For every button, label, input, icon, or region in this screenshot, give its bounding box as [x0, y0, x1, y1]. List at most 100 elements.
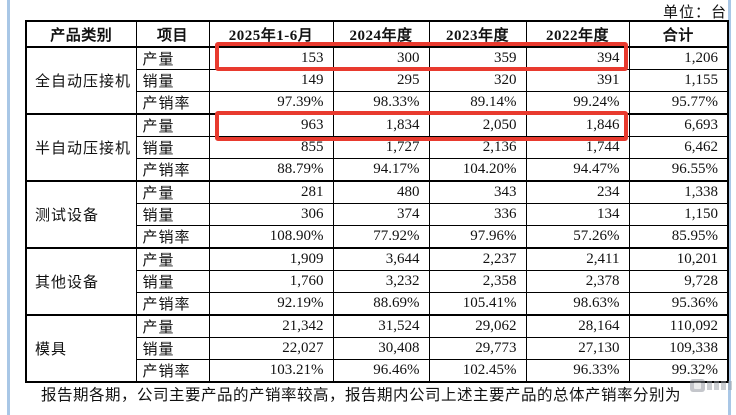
table-row: 销量 22,027 30,408 29,773 27,130 109,338	[26, 337, 729, 360]
value-cell: 391	[525, 69, 630, 92]
value-cell: 92.19%	[208, 292, 334, 316]
value-cell: 96.33%	[525, 359, 630, 383]
item-cell: 产销率	[135, 359, 210, 383]
value-cell: 1,155	[628, 69, 729, 92]
table-row: 测试设备 产量 281 480 343 234 1,338	[25, 180, 729, 249]
item-cell: 产量	[135, 46, 210, 70]
unit-label: 单位：台	[662, 5, 727, 21]
value-cell: 3,644	[332, 247, 430, 271]
column-header-0: 产品类别	[25, 20, 137, 48]
value-cell: 85.95%	[628, 225, 729, 249]
category-cell: 测试设备	[25, 180, 137, 249]
value-cell: 104.20%	[428, 158, 527, 182]
value-cell: 374	[332, 203, 430, 226]
item-cell: 产量	[135, 180, 210, 204]
value-cell: 300	[332, 46, 430, 70]
value-cell: 97.96%	[428, 225, 527, 249]
value-cell: 95.36%	[628, 292, 729, 316]
value-cell: 98.63%	[525, 292, 630, 316]
value-cell: 281	[208, 180, 334, 204]
value-cell: 855	[208, 136, 334, 159]
item-cell: 产销率	[135, 225, 210, 249]
table-row: 产销率 88.79% 94.17% 104.20% 94.47% 96.55%	[26, 158, 729, 182]
column-header-2: 2025年1-6月	[208, 20, 334, 48]
item-cell: 销量	[135, 203, 210, 226]
value-cell: 394	[525, 46, 630, 70]
watermark-glyph	[690, 378, 705, 392]
value-cell: 28,164	[525, 314, 630, 338]
value-cell: 2,237	[428, 247, 527, 271]
column-header-4: 2023年度	[428, 20, 527, 48]
item-cell: 销量	[135, 270, 210, 293]
value-cell: 343	[428, 180, 527, 204]
value-cell: 108.90%	[208, 225, 334, 249]
value-cell: 10,201	[628, 247, 729, 271]
value-cell: 31,524	[332, 314, 430, 338]
value-cell: 109,338	[628, 337, 729, 360]
table-row: 产销率 97.39% 98.33% 89.14% 99.24% 95.77%	[26, 91, 729, 115]
value-cell: 97.39%	[208, 91, 334, 115]
category-cell: 全自动压接机	[25, 46, 137, 115]
value-cell: 77.92%	[332, 225, 430, 249]
value-cell: 1,760	[208, 270, 334, 293]
item-cell: 产销率	[135, 91, 210, 115]
value-cell: 110,092	[628, 314, 729, 338]
value-cell: 29,773	[428, 337, 527, 360]
value-cell: 9,728	[628, 270, 729, 293]
value-cell: 480	[332, 180, 430, 204]
value-cell: 103.21%	[208, 359, 334, 383]
value-cell: 57.26%	[525, 225, 630, 249]
watermark-logo-icon	[690, 377, 732, 393]
value-cell: 30,408	[332, 337, 430, 360]
value-cell: 1,834	[332, 113, 430, 137]
category-cell: 半自动压接机	[25, 113, 137, 182]
column-header-3: 2024年度	[332, 20, 430, 48]
item-cell: 产量	[135, 314, 210, 338]
value-cell: 88.79%	[208, 158, 334, 182]
value-cell: 153	[208, 46, 334, 70]
footer-paragraph: 报告期各期，公司主要产品的产销率较高，报告期内公司上述主要产品的总体产销率分别为	[41, 387, 682, 404]
value-cell: 1,846	[525, 113, 630, 137]
value-cell: 134	[525, 203, 630, 226]
table-row: 产销率 108.90% 77.92% 97.96% 57.26% 85.95%	[26, 225, 729, 249]
value-cell: 95.77%	[628, 91, 729, 115]
value-cell: 29,062	[428, 314, 527, 338]
value-cell: 2,136	[428, 136, 527, 159]
table-row: 销量 306 374 336 134 1,150	[26, 203, 729, 226]
table-row: 全自动压接机 产量 153 300 359 394 1,206	[25, 46, 729, 115]
item-cell: 销量	[135, 337, 210, 360]
value-cell: 1,744	[525, 136, 630, 159]
value-cell: 21,342	[208, 314, 334, 338]
table-row: 销量 855 1,727 2,136 1,744 6,462	[26, 136, 729, 159]
item-cell: 产量	[135, 113, 210, 137]
value-cell: 6,462	[628, 136, 729, 159]
value-cell: 2,358	[428, 270, 527, 293]
value-cell: 98.33%	[332, 91, 430, 115]
item-cell: 销量	[135, 136, 210, 159]
production-sales-table: 产品类别 项目 2025年1-6月 2024年度 2023年度 2022年度 合计 全自动压…	[25, 20, 729, 383]
item-cell: 产销率	[135, 292, 210, 316]
value-cell: 96.46%	[332, 359, 430, 383]
value-cell: 6,693	[628, 113, 729, 137]
table-row: 半自动压接机 产量 963 1,834 2,050 1,846 6,693	[25, 113, 729, 182]
value-cell: 1,909	[208, 247, 334, 271]
item-cell: 产销率	[135, 158, 210, 182]
value-cell: 306	[208, 203, 334, 226]
data-table: 产品类别 项目 2025年1-6月 2024年度 2023年度 2022年度 合计 全自动压…	[25, 20, 729, 383]
value-cell: 963	[208, 113, 334, 137]
value-cell: 99.32%	[628, 359, 729, 383]
value-cell: 234	[525, 180, 630, 204]
value-cell: 94.17%	[332, 158, 430, 182]
value-cell: 1,206	[628, 46, 729, 70]
table-row: 模具 产量 21,342 31,524 29,062 28,164 110,092	[25, 314, 729, 383]
value-cell: 96.55%	[628, 158, 729, 182]
category-cell: 其他设备	[25, 247, 137, 316]
table-row: 产销率 103.21% 96.46% 102.45% 96.33% 99.32%	[26, 359, 729, 383]
table-row: 销量 1,760 3,232 2,358 2,378 9,728	[26, 270, 729, 293]
value-cell: 320	[428, 69, 527, 92]
value-cell: 2,050	[428, 113, 527, 137]
column-header-5: 2022年度	[525, 20, 630, 48]
value-cell: 1,150	[628, 203, 729, 226]
value-cell: 336	[428, 203, 527, 226]
value-cell: 27,130	[525, 337, 630, 360]
